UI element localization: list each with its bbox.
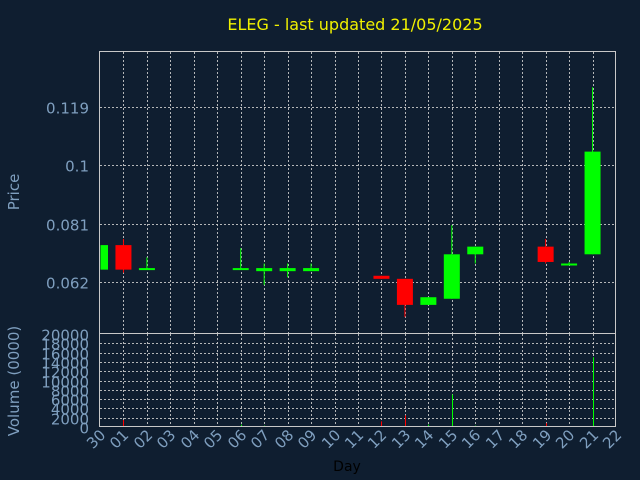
price-tick-label: 0.119 bbox=[46, 100, 89, 118]
candle-body bbox=[443, 254, 460, 299]
candle-06 bbox=[232, 248, 249, 271]
candle-body bbox=[584, 151, 601, 255]
x-axis-label: Day bbox=[333, 459, 361, 475]
chart-title: ELEG - last updated 21/05/2025 bbox=[227, 15, 482, 34]
candle-body bbox=[232, 268, 249, 271]
candle-16 bbox=[467, 246, 484, 264]
volume-tick-label: 20000 bbox=[41, 327, 89, 345]
candle-body bbox=[467, 246, 484, 255]
candle-09 bbox=[303, 263, 320, 272]
price-tick-label: 0.081 bbox=[46, 217, 89, 235]
price-axis-label: Price bbox=[5, 174, 23, 211]
candles bbox=[99, 87, 601, 318]
candle-body bbox=[561, 263, 578, 266]
volume-tick-label: 10000 bbox=[41, 374, 89, 392]
candle-30 bbox=[99, 245, 108, 270]
candle-14 bbox=[420, 297, 437, 305]
volume-axis-label: Volume (0000) bbox=[5, 326, 23, 436]
candle-13 bbox=[396, 278, 413, 318]
volume-tick-label: 14000 bbox=[41, 355, 89, 373]
day-tick-labels: 3001020304050607080910111213141516171819… bbox=[83, 426, 625, 452]
candle-07 bbox=[256, 263, 273, 285]
candle-body bbox=[303, 268, 320, 272]
candle-08 bbox=[279, 263, 296, 278]
volume-tick-label: 8000 bbox=[51, 383, 89, 401]
candle-19 bbox=[537, 238, 554, 264]
volume-tick-label: 18000 bbox=[41, 336, 89, 354]
candle-body bbox=[138, 268, 155, 271]
candle-body bbox=[396, 278, 413, 305]
volume-tick-label: 16000 bbox=[41, 346, 89, 364]
candle-01 bbox=[115, 238, 132, 273]
volume-tick-label: 2000 bbox=[51, 411, 89, 429]
candle-body bbox=[256, 268, 273, 272]
price-tick-labels: 0.062 0.081 0.1 0.119 bbox=[46, 100, 89, 293]
candle-body bbox=[101, 245, 108, 270]
volume-tick-labels: 0200040006000800010000120001400016000180… bbox=[41, 327, 89, 438]
candle-body bbox=[373, 275, 390, 279]
volume-gridlines bbox=[100, 334, 616, 427]
volume-panel-frame bbox=[99, 333, 616, 427]
candle-21 bbox=[584, 87, 601, 255]
price-tick-label: 0.1 bbox=[65, 158, 89, 176]
volume-tick-label: 6000 bbox=[51, 392, 89, 410]
candle-body bbox=[420, 297, 437, 305]
candle-15 bbox=[443, 225, 460, 299]
candle-body bbox=[537, 246, 554, 262]
axes bbox=[99, 51, 616, 427]
volume-tick-label: 12000 bbox=[41, 364, 89, 382]
candle-20 bbox=[561, 261, 578, 266]
volume-tick-label: 4000 bbox=[51, 401, 89, 419]
candle-12 bbox=[373, 275, 390, 279]
price-tick-label: 0.062 bbox=[46, 275, 89, 293]
candle-02 bbox=[138, 257, 155, 271]
candle-body bbox=[115, 245, 132, 270]
volume-tick-label: 0 bbox=[79, 420, 89, 438]
candle-body bbox=[279, 268, 296, 272]
